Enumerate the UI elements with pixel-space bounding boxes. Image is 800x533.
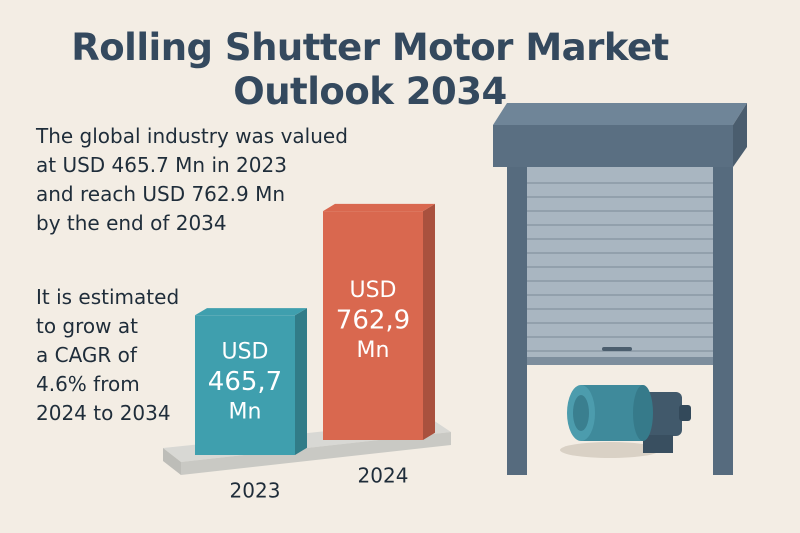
- cagr-line-3: a CAGR of: [36, 343, 137, 367]
- shutter-box-side: [733, 103, 747, 167]
- bar-value-label-2024-1: USD: [349, 278, 396, 303]
- shutter-slats: [527, 182, 713, 352]
- bar-top-2023: [195, 308, 307, 316]
- bar-2023: [195, 315, 295, 455]
- motor-illustration: [560, 385, 691, 458]
- shutter-box: [493, 125, 733, 167]
- x-tick-label-2024: 2024: [358, 464, 409, 488]
- chart-base-side: [163, 448, 181, 475]
- shutter-box-top: [493, 103, 747, 125]
- cagr-line-1: It is estimated: [36, 285, 180, 309]
- description-line-2: at USD 465.7 Mn in 2023: [36, 153, 287, 177]
- cagr-description: It is estimated to grow at a CAGR of 4.6…: [36, 283, 206, 428]
- rolling-shutter-illustration: [493, 103, 747, 475]
- bar-value-label-2024-2: 762,9: [336, 305, 410, 335]
- bar-value-label-2024-3: Mn: [357, 338, 390, 363]
- cagr-line-5: 2024 to 2034: [36, 401, 171, 425]
- shutter-left-rail: [507, 145, 527, 475]
- shutter-bottom-bar: [527, 357, 713, 365]
- description-line-3: and reach USD 762.9 Mn: [36, 182, 285, 206]
- bar-value-label-2023-1: USD: [221, 339, 268, 364]
- bar-2024: [323, 211, 423, 440]
- cagr-line-4: 4.6% from: [36, 372, 140, 396]
- chart-base-front: [181, 432, 451, 475]
- title-line-2: Outlook 2034: [233, 70, 507, 113]
- description-line-4: by the end of 2034: [36, 211, 227, 235]
- bar-top-2024: [323, 203, 435, 212]
- cagr-line-2: to grow at: [36, 314, 138, 338]
- bar-side-2023: [295, 308, 307, 455]
- x-tick-label-2023: 2023: [230, 479, 281, 503]
- bar-value-label-2023-2: 465,7: [208, 367, 282, 397]
- shutter-curtain: [527, 163, 713, 361]
- market-description: The global industry was valued at USD 46…: [36, 122, 396, 238]
- bar-value-label-2023-3: Mn: [229, 399, 262, 424]
- shutter-right-rail: [713, 145, 733, 475]
- bar-side-2024: [423, 203, 435, 440]
- shutter-handle: [602, 347, 632, 351]
- title-line-1: Rolling Shutter Motor Market: [71, 26, 669, 69]
- chart-title: Rolling Shutter Motor Market Outlook 203…: [60, 26, 680, 114]
- description-line-1: The global industry was valued: [36, 124, 348, 148]
